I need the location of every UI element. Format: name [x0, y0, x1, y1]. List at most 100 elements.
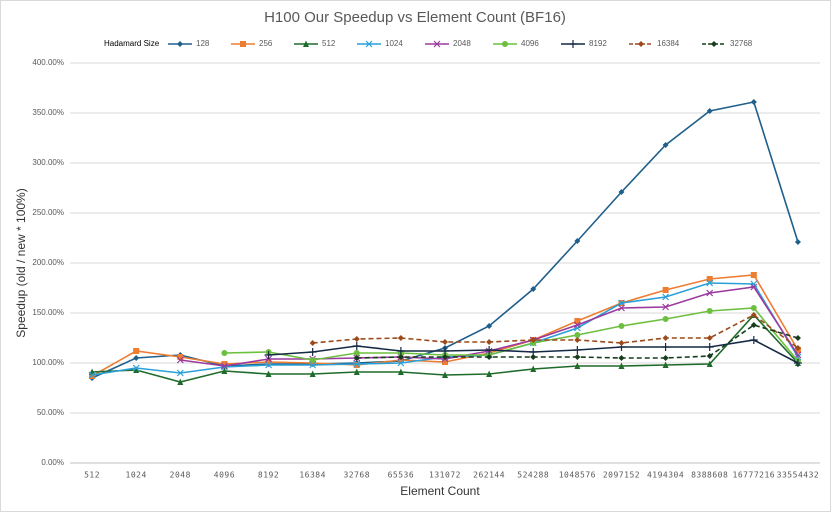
marker — [265, 359, 272, 365]
marker — [309, 361, 317, 369]
marker — [706, 360, 713, 367]
marker — [177, 354, 184, 360]
legend-label: 256 — [259, 39, 273, 48]
chart-title: H100 Our Speedup vs Element Count (BF16) — [264, 9, 566, 26]
marker — [618, 340, 625, 346]
x-tick-label: 65536 — [388, 471, 415, 480]
x-tick-label: 2048 — [170, 471, 191, 480]
marker — [750, 280, 758, 288]
legend-label: 16384 — [657, 39, 680, 48]
marker — [442, 354, 448, 360]
marker — [442, 339, 448, 345]
marker — [486, 339, 493, 345]
marker — [397, 335, 404, 341]
marker — [221, 350, 228, 356]
marker — [365, 40, 373, 48]
marker — [397, 359, 405, 367]
legend-label: 128 — [196, 39, 210, 48]
marker — [794, 239, 801, 245]
marker — [442, 359, 448, 365]
marker — [706, 276, 713, 282]
marker — [638, 41, 644, 47]
marker — [353, 368, 360, 375]
marker — [662, 361, 669, 368]
marker — [530, 286, 537, 292]
marker — [794, 345, 801, 351]
marker — [176, 369, 184, 377]
marker — [749, 336, 758, 344]
marker — [662, 335, 669, 341]
marker — [661, 343, 670, 351]
marker — [794, 335, 801, 341]
x-tick-label: 524288 — [517, 471, 549, 480]
x-tick-label: 4194304 — [647, 471, 684, 480]
marker — [353, 355, 360, 361]
marker — [662, 287, 669, 293]
x-tick-label: 8192 — [258, 471, 279, 480]
marker — [750, 312, 757, 318]
x-tick-label: 16777216 — [733, 471, 776, 480]
y-axis-label: Speedup (old / new * 100%) — [14, 188, 28, 337]
marker — [662, 303, 670, 311]
x-tick-label: 1048576 — [559, 471, 596, 480]
marker — [133, 355, 140, 361]
marker — [353, 360, 361, 368]
legend-label: 512 — [322, 39, 336, 48]
x-tick-label: 1024 — [126, 471, 147, 480]
x-tick-label: 262144 — [473, 471, 505, 480]
legend-title: Hadamard Size — [104, 39, 160, 48]
marker — [750, 99, 757, 105]
marker — [397, 354, 404, 360]
marker — [353, 350, 360, 356]
y-tick-label: 300.00% — [32, 158, 64, 167]
marker — [396, 347, 405, 355]
marker — [308, 348, 317, 356]
marker — [265, 370, 272, 377]
marker — [353, 362, 360, 368]
marker — [177, 41, 183, 47]
series-line — [224, 307, 799, 362]
marker — [750, 283, 758, 291]
marker — [573, 321, 581, 329]
marker — [574, 354, 581, 360]
marker — [502, 41, 508, 47]
marker — [133, 348, 140, 354]
marker — [750, 305, 757, 311]
marker — [177, 378, 184, 385]
marker — [309, 340, 316, 346]
marker — [750, 322, 757, 328]
marker — [176, 356, 184, 364]
marker — [574, 318, 581, 324]
marker — [706, 289, 714, 297]
marker — [569, 40, 577, 48]
marker — [221, 361, 228, 367]
marker — [618, 299, 625, 307]
marker — [705, 343, 714, 351]
marker — [530, 365, 537, 372]
marker — [442, 371, 448, 378]
y-tick-label: 150.00% — [32, 308, 64, 317]
marker — [793, 359, 802, 367]
marker — [662, 142, 669, 148]
marker — [132, 364, 140, 372]
marker — [706, 353, 713, 359]
marker — [433, 40, 441, 48]
marker — [486, 370, 493, 377]
y-tick-label: 200.00% — [32, 258, 64, 267]
marker — [750, 272, 757, 278]
marker — [486, 354, 493, 360]
marker — [397, 368, 404, 375]
marker — [794, 351, 802, 359]
marker — [309, 357, 316, 363]
series-line — [312, 314, 799, 349]
marker — [618, 323, 625, 329]
marker — [618, 304, 625, 312]
marker — [574, 238, 581, 244]
x-axis-label: Element Count — [400, 484, 480, 498]
y-tick-label: 400.00% — [32, 58, 64, 67]
marker — [574, 362, 581, 369]
y-tick-label: 0.00% — [41, 458, 64, 467]
marker — [573, 346, 582, 354]
marker — [662, 316, 669, 322]
